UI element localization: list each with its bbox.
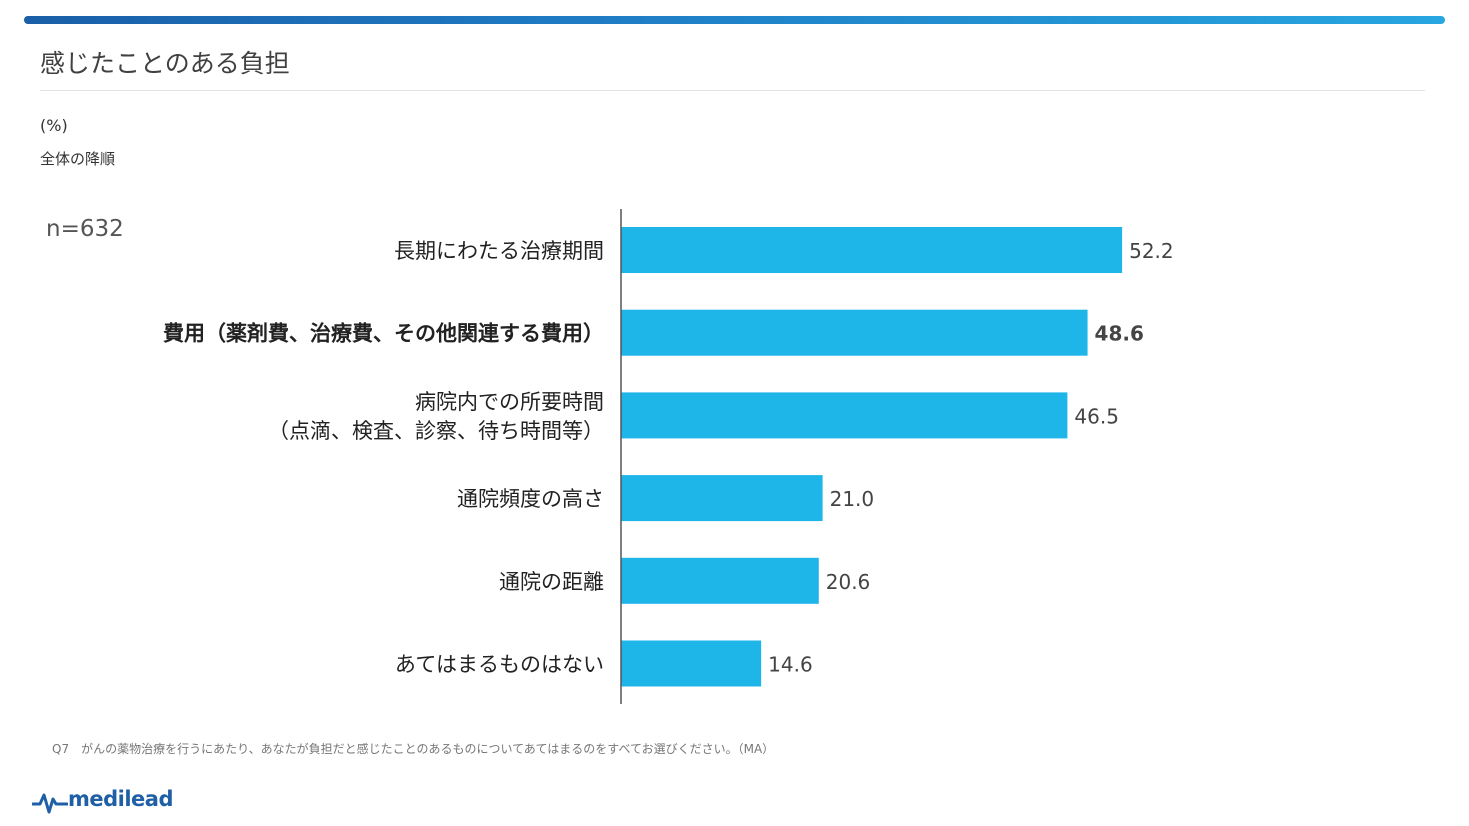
data-label: 14.6 bbox=[768, 653, 813, 677]
bar bbox=[621, 227, 1123, 273]
category-label: 長期にわたる治療期間 bbox=[394, 239, 604, 263]
header-accent-bar bbox=[24, 16, 1445, 24]
bar bbox=[621, 557, 819, 604]
bar bbox=[621, 392, 1068, 439]
title-divider bbox=[40, 90, 1425, 91]
question-footnote: Q7 がんの薬物治療を行うにあたり、あなたが負担だと感じたことのあるものについて… bbox=[52, 742, 775, 756]
category-label: 通院頻度の高さ bbox=[457, 487, 604, 511]
category-label: 費用（薬剤費、治療費、その他関連する費用） bbox=[163, 322, 604, 346]
unit-label: (%) bbox=[40, 116, 68, 135]
data-label: 52.2 bbox=[1129, 239, 1174, 263]
bar bbox=[621, 640, 762, 687]
pulse-line-icon bbox=[32, 793, 68, 814]
category-label: あてはまるものはない bbox=[395, 653, 604, 677]
category-label: （点滴、検査、診察、待ち時間等） bbox=[268, 419, 604, 443]
brand-name: medilead bbox=[68, 787, 174, 811]
data-label: 20.6 bbox=[826, 570, 871, 594]
category-label: 病院内での所要時間 bbox=[415, 390, 604, 414]
data-label: 46.5 bbox=[1074, 404, 1119, 428]
sort-note: 全体の降順 bbox=[40, 150, 116, 168]
category-label: 通院の距離 bbox=[499, 570, 604, 594]
sample-size-label: n=632 bbox=[46, 216, 124, 242]
bar bbox=[621, 309, 1088, 356]
data-label: 21.0 bbox=[830, 487, 875, 511]
data-label: 48.6 bbox=[1095, 322, 1144, 346]
bar bbox=[621, 475, 823, 522]
page-title: 感じたことのある負担 bbox=[40, 49, 290, 78]
